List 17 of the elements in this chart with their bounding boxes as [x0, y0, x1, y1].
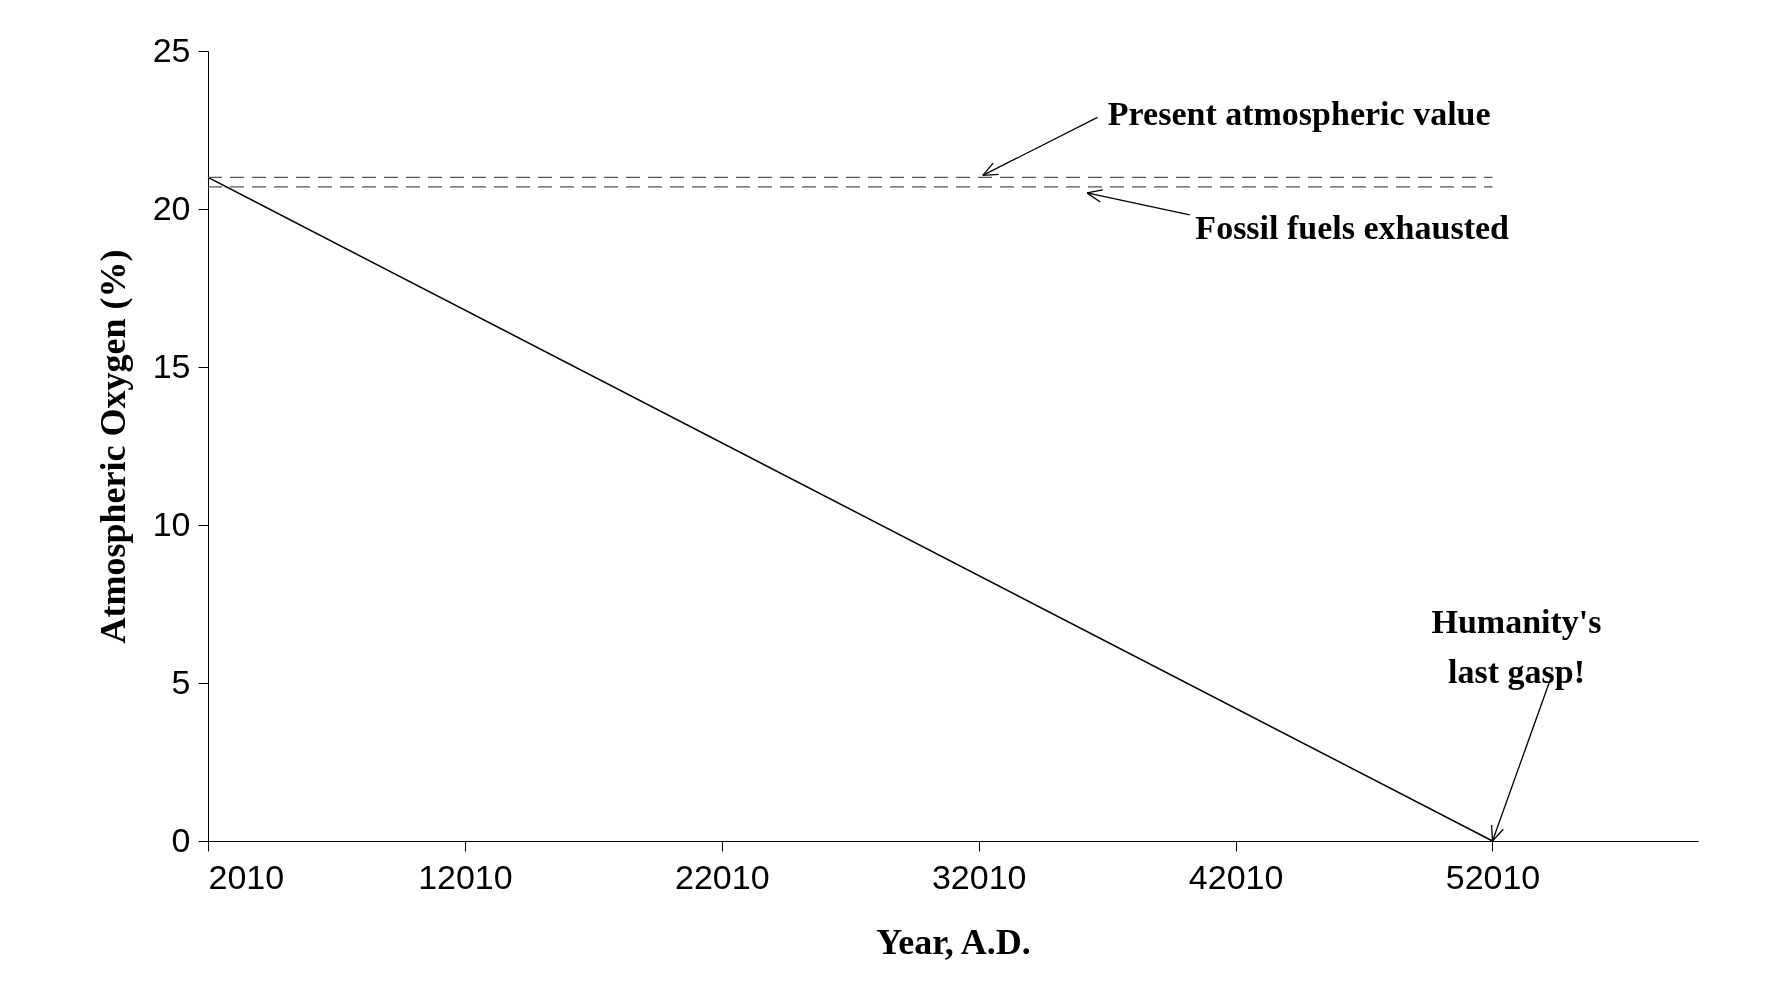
ref-line-label: Present atmospheric value: [1107, 95, 1491, 133]
annotation: Humanity's last gasp!: [1431, 603, 1602, 690]
x-tick-label: 2010: [208, 857, 285, 896]
y-tick-label: 25: [152, 30, 191, 69]
x-axis-title: Year, A.D.: [876, 921, 1031, 962]
y-tick-label: 15: [152, 346, 191, 385]
x-tick-label: 52010: [1445, 857, 1541, 896]
y-tick-label: 10: [152, 504, 191, 543]
x-tick-label: 22010: [675, 857, 770, 896]
x-tick-label: 12010: [418, 857, 513, 896]
x-tick-label: 32010: [931, 857, 1027, 896]
ref-line-label: Fossil fuels exhausted: [1195, 208, 1510, 246]
y-tick-label: 0: [171, 820, 191, 859]
y-tick-label: 20: [152, 188, 191, 227]
x-tick-label: 42010: [1188, 857, 1284, 896]
y-axis-title: Atmospheric Oxygen (%): [92, 249, 133, 644]
y-tick-label: 5: [171, 662, 191, 701]
